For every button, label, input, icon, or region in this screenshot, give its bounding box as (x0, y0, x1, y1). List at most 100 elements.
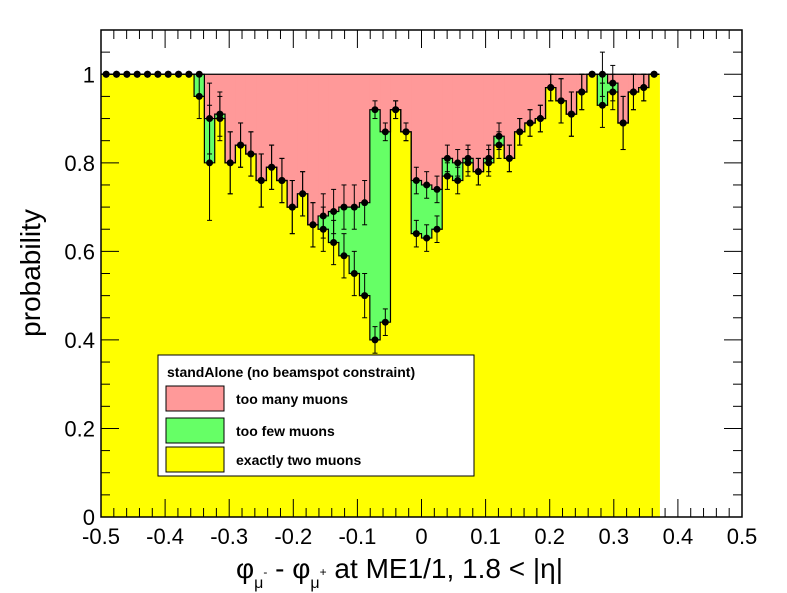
legend-swatch-exactly-two (165, 446, 225, 473)
stacked-point (237, 141, 245, 149)
bar-exactly-two (142, 74, 154, 517)
bar-exactly-two (617, 122, 629, 518)
stacked-point (309, 221, 317, 229)
bar-exactly-two (276, 180, 288, 517)
bar-too-many (266, 74, 278, 168)
bar-too-many (483, 74, 495, 159)
stacked-point (319, 212, 327, 220)
stacked-point (598, 70, 606, 78)
data-points (102, 51, 658, 354)
bar-exactly-two (400, 131, 412, 517)
bar-too-many (349, 74, 361, 208)
bar-too-few (359, 202, 371, 296)
stacked-point (443, 154, 451, 162)
stacked-point (640, 84, 648, 92)
bar-exactly-two (628, 91, 640, 518)
x-axis-sup2: + (320, 565, 327, 579)
bar-too-many (442, 74, 454, 159)
stacked-point (433, 185, 441, 193)
exactly-two-point (361, 292, 369, 300)
bar-exactly-two (235, 145, 247, 518)
bar-exactly-two (524, 122, 536, 518)
bar-too-few (369, 109, 381, 340)
stacked-point (474, 168, 482, 176)
x-axis-title: φμ- - φμ+ at ME1/1, 1.8 < |η| (236, 553, 563, 592)
bar-exactly-two (504, 158, 516, 517)
exactly-two-point (206, 159, 214, 167)
bar-exactly-two (111, 74, 123, 517)
x-tick-label: -0.4 (146, 524, 184, 549)
stacked-point (133, 70, 141, 78)
stacked-point (381, 128, 389, 136)
bar-too-many (287, 74, 299, 208)
bar-exactly-two (452, 180, 464, 517)
legend-swatch-too-few (165, 417, 225, 444)
exactly-two-point (423, 234, 431, 242)
x-axis-mid: - (267, 553, 292, 584)
bar-too-few (431, 189, 443, 230)
exactly-two-point (340, 252, 348, 260)
bar-too-many (307, 74, 319, 225)
bar-exactly-two (514, 131, 526, 517)
stacked-point (185, 70, 193, 78)
exactly-two-point (443, 172, 451, 180)
bar-exactly-two (245, 153, 257, 518)
y-tick-label: 0.8 (64, 151, 95, 176)
bar-too-many (276, 74, 288, 181)
x-axis-phi1: φ (236, 553, 254, 584)
stacked-point (361, 199, 369, 207)
stacked-point (206, 115, 214, 123)
x-axis-sub1: μ (254, 575, 263, 592)
y-tick-label: 0.6 (64, 239, 95, 264)
stacked-point (371, 106, 379, 114)
x-axis-sup1: - (263, 565, 267, 579)
bar-too-many (431, 74, 443, 190)
bar-too-few (421, 184, 433, 239)
x-tick-label: -0.2 (274, 524, 312, 549)
bar-too-many (245, 74, 257, 154)
bar-exactly-two (442, 176, 454, 517)
stacked-point (299, 190, 307, 198)
bar-exactly-two (214, 118, 226, 517)
bar-exactly-two (535, 118, 547, 517)
exactly-two-point (381, 318, 389, 326)
legend-label-exactly-two: exactly two muons (236, 452, 361, 468)
stacked-point (216, 110, 224, 118)
bar-too-few (338, 207, 350, 256)
stacked-point (402, 128, 410, 136)
stacked-point (516, 128, 524, 136)
bar-too-few (411, 180, 423, 234)
bar-too-many (338, 74, 350, 208)
x-tick-label: 0.5 (727, 524, 758, 549)
legend-label-too-few: too few muons (236, 423, 335, 439)
stacked-point (567, 110, 575, 118)
stacked-point (175, 70, 183, 78)
axis-ticks (100, 29, 743, 518)
stacked-point (102, 70, 110, 78)
x-axis-tail: at ME1/1, 1.8 < |η| (327, 553, 563, 584)
bar-exactly-two (121, 74, 133, 517)
stacked-point (350, 203, 358, 211)
exactly-two-point (371, 336, 379, 344)
stacked-point (247, 150, 255, 158)
bar-exactly-two (638, 87, 650, 518)
bar-too-many (504, 74, 516, 159)
y-axis-title: probability (15, 209, 46, 337)
bar-too-many (318, 74, 330, 216)
legend: standAlone (no beamspot constraint) too … (157, 354, 475, 477)
bar-exactly-two (194, 96, 205, 517)
y-tick-label: 0.2 (64, 416, 95, 441)
bar-exactly-two (483, 162, 495, 517)
exactly-two-point (433, 225, 441, 233)
bar-too-many (390, 74, 402, 110)
stacked-point (588, 70, 596, 78)
bar-too-many (452, 74, 464, 163)
bar-too-few (380, 131, 392, 323)
stacked-point (288, 203, 296, 211)
stacked-point (340, 203, 348, 211)
exactly-two-point (598, 101, 606, 109)
stacked-point (454, 159, 462, 167)
stacked-point (195, 70, 203, 78)
x-tick-label: 0 (415, 524, 427, 549)
bar-too-many (328, 74, 340, 212)
